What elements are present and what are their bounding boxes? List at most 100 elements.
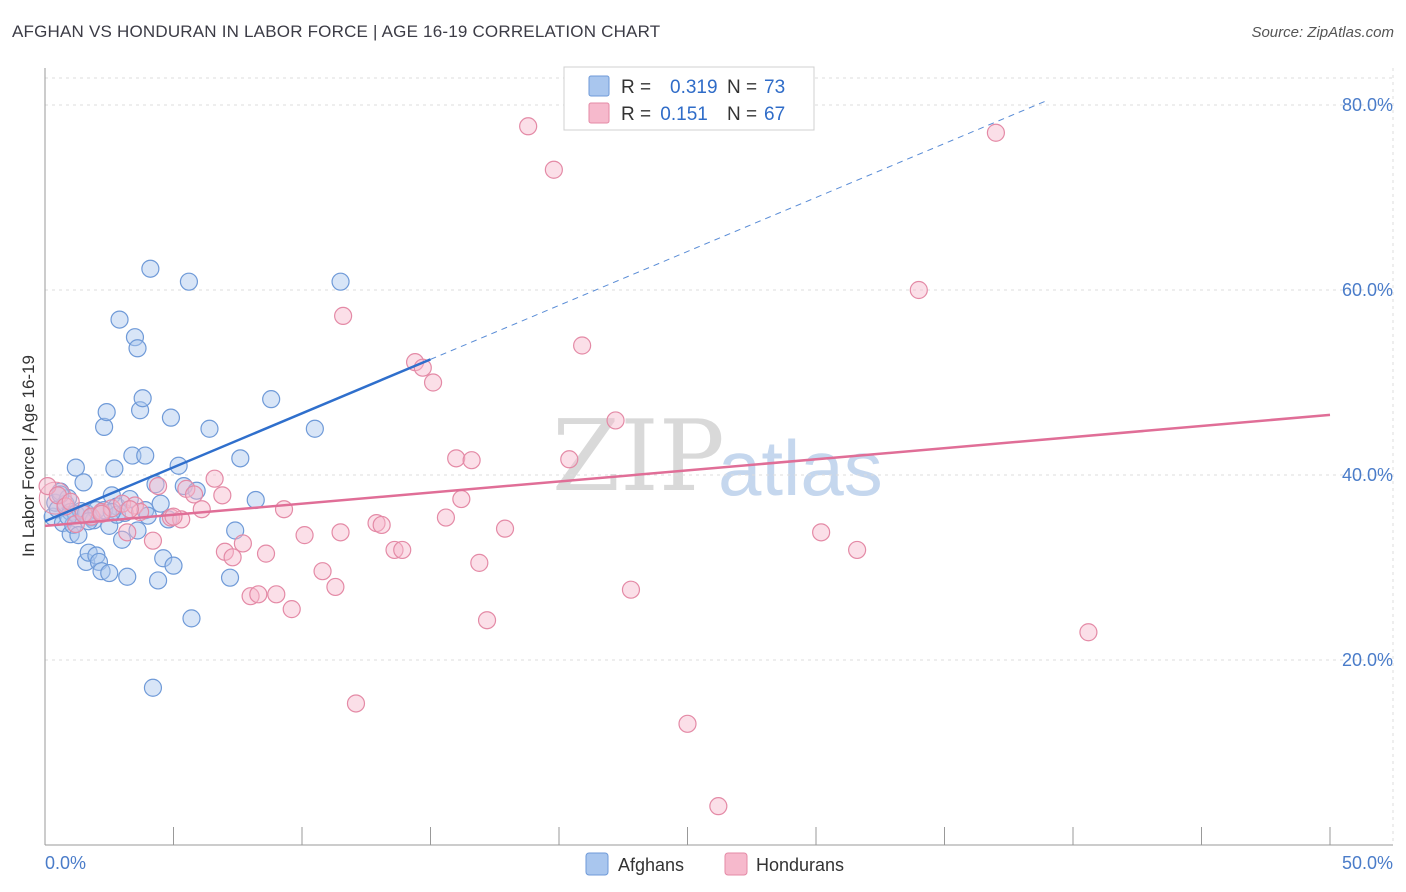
honduran-point <box>164 507 183 526</box>
legend-r-label-honduran: R = <box>621 104 651 125</box>
y-tick-label: 20.0% <box>1342 650 1393 670</box>
legend-r-label-afghan: R = <box>621 77 651 98</box>
honduran-point <box>393 540 412 560</box>
x-tick-label-min: 0.0% <box>45 853 86 873</box>
honduran-point <box>205 469 224 488</box>
legend-n-value-afghan: 73 <box>764 77 785 98</box>
honduran-point <box>274 500 294 519</box>
honduran-point <box>560 450 579 469</box>
honduran-trend-line <box>44 413 1331 528</box>
honduran-points <box>38 117 1098 816</box>
honduran-point <box>385 540 404 560</box>
afghan-point <box>110 310 129 329</box>
honduran-point <box>346 694 366 713</box>
honduran-point <box>447 449 466 468</box>
honduran-point <box>118 523 137 542</box>
honduran-point <box>334 306 353 325</box>
afghan-point <box>154 549 173 568</box>
honduran-point <box>812 523 831 542</box>
honduran-point <box>249 585 268 604</box>
bottom-legend-swatch-hondurans <box>724 852 748 876</box>
afghan-point <box>331 272 350 291</box>
legend-swatch-afghan <box>588 75 610 97</box>
honduran-point <box>184 485 204 504</box>
honduran-point <box>295 526 314 545</box>
afghan-point <box>128 339 147 358</box>
legend-r-value-honduran: 0.151 <box>655 104 708 125</box>
afghan-point <box>179 272 199 291</box>
afghan-point <box>69 526 88 545</box>
source-credit: Source: ZipAtlas.com <box>1251 24 1394 41</box>
honduran-point <box>606 411 625 430</box>
bottom-legend-hondurans: Hondurans <box>756 855 844 875</box>
stats-legend: R = 0.319 N = 73 R = 0.151 N = 67 <box>563 66 815 131</box>
honduran-point <box>436 508 456 527</box>
x-ticks <box>44 827 1331 845</box>
afghan-point <box>161 408 181 427</box>
afghan-point <box>125 328 145 347</box>
series-legend: Afghans Hondurans <box>585 852 844 876</box>
afghan-point <box>100 563 119 583</box>
honduran-point <box>462 451 481 470</box>
afghan-point <box>200 419 219 438</box>
legend-r-value-afghan: 0.319 <box>670 77 718 98</box>
legend-n-label-honduran: N = <box>727 104 757 125</box>
honduran-point <box>452 489 471 509</box>
afghan-point <box>262 390 281 409</box>
legend-n-value-honduran: 67 <box>764 104 785 125</box>
y-tick-label: 40.0% <box>1342 465 1393 485</box>
afghan-point <box>148 571 168 590</box>
afghan-point <box>143 678 163 697</box>
y-tick-labels: 20.0% 40.0% 60.0% 80.0% <box>1342 95 1393 670</box>
bottom-legend-afghans: Afghans <box>618 855 684 875</box>
honduran-point <box>213 486 232 505</box>
afghan-point <box>133 389 152 408</box>
honduran-point <box>256 544 276 563</box>
afghan-point <box>231 449 250 468</box>
y-tick-label: 80.0% <box>1342 95 1393 115</box>
honduran-point <box>477 611 497 630</box>
afghan-point <box>164 556 183 575</box>
honduran-point <box>678 714 697 733</box>
y-axis-title: In Labor Force | Age 16-19 <box>19 355 38 557</box>
afghan-trend-line <box>44 358 431 523</box>
watermark-atlas: atlas <box>718 424 883 512</box>
honduran-point <box>331 523 350 542</box>
honduran-point <box>544 160 563 179</box>
honduran-point <box>423 373 443 392</box>
honduran-point <box>573 336 592 355</box>
afghan-point <box>97 403 116 422</box>
honduran-point <box>267 585 286 604</box>
afghan-point <box>136 446 155 465</box>
honduran-point <box>909 280 928 300</box>
afghan-trend-extension <box>430 99 1048 360</box>
afghan-point <box>105 459 124 478</box>
afghan-point <box>95 417 114 436</box>
honduran-point <box>233 534 252 553</box>
honduran-point <box>92 504 111 523</box>
honduran-point <box>1079 623 1098 642</box>
afghan-point <box>151 494 170 513</box>
afghan-point <box>182 609 201 628</box>
x-tick-label-max: 50.0% <box>1342 853 1393 873</box>
honduran-point <box>495 519 515 538</box>
honduran-point <box>143 531 163 550</box>
afghan-point <box>123 446 142 465</box>
honduran-point <box>223 548 242 567</box>
watermark-zip: ZIP <box>552 400 725 514</box>
honduran-point <box>102 499 121 518</box>
honduran-point <box>621 580 641 599</box>
legend-n-label-afghan: N = <box>727 77 757 98</box>
afghan-point <box>118 567 137 586</box>
honduran-point <box>519 117 538 136</box>
honduran-point <box>38 477 57 496</box>
honduran-point <box>326 577 345 597</box>
chart-title: AFGHAN VS HONDURAN IN LABOR FORCE | AGE … <box>12 22 661 41</box>
legend-swatch-honduran <box>588 102 610 124</box>
afghan-point <box>74 473 93 492</box>
afghan-points <box>38 259 350 697</box>
bottom-legend-swatch-afghans <box>585 852 609 876</box>
honduran-point <box>148 477 168 496</box>
honduran-point <box>313 562 332 581</box>
